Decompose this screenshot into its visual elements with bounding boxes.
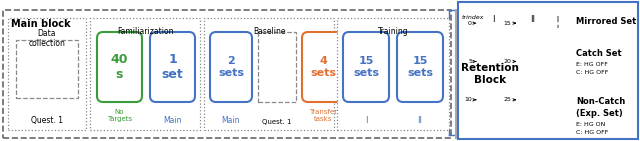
Bar (337, 18, 449, 130)
Text: Catch Set: Catch Set (576, 49, 621, 59)
Text: 15: 15 (503, 21, 511, 26)
FancyBboxPatch shape (97, 32, 142, 102)
FancyBboxPatch shape (210, 32, 252, 102)
Text: No
Targets: No Targets (107, 109, 132, 122)
Bar (520, 81, 534, 88)
Text: I: I (492, 15, 494, 24)
Bar (8, 18, 86, 130)
Bar (520, 66, 534, 72)
Bar (480, 43, 494, 49)
Text: Mirrored Set: Mirrored Set (576, 17, 636, 27)
FancyBboxPatch shape (150, 32, 195, 102)
Text: Main: Main (163, 116, 182, 125)
Text: C: HG OFF: C: HG OFF (576, 129, 609, 135)
Text: 20: 20 (503, 59, 511, 64)
Text: 0: 0 (468, 21, 472, 26)
Text: trindex: trindex (462, 15, 484, 20)
Text: 40
s: 40 s (111, 53, 128, 81)
Text: Data
collection: Data collection (29, 29, 65, 48)
Bar (90, 18, 200, 130)
Bar (456, 10, 524, 138)
Bar (480, 120, 494, 126)
Bar (518, 66, 536, 95)
Bar (480, 74, 494, 80)
Text: Transfer
tasks: Transfer tasks (309, 109, 337, 122)
Text: Non-Catch: Non-Catch (576, 97, 625, 106)
Bar (553, 96, 566, 109)
FancyBboxPatch shape (397, 32, 443, 102)
Bar (480, 58, 494, 65)
Text: 15
sets: 15 sets (353, 56, 379, 78)
Text: (Exp. Set): (Exp. Set) (576, 109, 623, 117)
Bar (458, 2, 638, 139)
Text: Training: Training (378, 27, 408, 36)
Bar (520, 89, 534, 95)
Bar (480, 97, 494, 103)
Text: Familiarization: Familiarization (116, 27, 173, 36)
Bar (520, 28, 534, 34)
Bar (480, 51, 494, 57)
Bar (518, 104, 536, 134)
Text: Baseline: Baseline (253, 27, 285, 36)
Bar (520, 112, 534, 118)
Text: Retention
Block: Retention Block (461, 63, 519, 85)
Text: II: II (531, 15, 536, 24)
Bar (478, 28, 496, 57)
Bar (520, 97, 534, 103)
Bar (520, 20, 534, 26)
Bar (520, 35, 534, 42)
Text: 4
sets: 4 sets (310, 56, 336, 78)
Text: Main: Main (221, 116, 240, 125)
Text: Quest. 1: Quest. 1 (31, 116, 63, 125)
Text: C: HG OFF: C: HG OFF (576, 70, 609, 75)
Bar (520, 74, 534, 80)
Text: 10: 10 (464, 97, 472, 102)
Text: 1
set: 1 set (162, 53, 184, 81)
Text: Main block: Main block (11, 19, 70, 29)
Bar (480, 20, 494, 26)
FancyBboxPatch shape (302, 32, 344, 102)
Bar (480, 89, 494, 95)
Bar (258, 32, 296, 102)
Bar (520, 127, 534, 134)
Text: 25: 25 (503, 97, 511, 102)
Text: 15
sets: 15 sets (407, 56, 433, 78)
Bar (480, 66, 494, 72)
Bar (520, 43, 534, 49)
Text: Quest. 1: Quest. 1 (262, 119, 292, 125)
Bar (480, 127, 494, 134)
Bar (204, 18, 334, 130)
FancyBboxPatch shape (343, 32, 389, 102)
Bar (480, 28, 494, 34)
Text: E: HG OFF: E: HG OFF (576, 62, 608, 68)
Bar (518, 28, 536, 57)
Bar (553, 48, 566, 61)
Bar (478, 104, 496, 134)
Bar (480, 81, 494, 88)
Bar (480, 104, 494, 111)
Text: 2
sets: 2 sets (218, 56, 244, 78)
Text: I: I (365, 116, 367, 125)
Bar (480, 35, 494, 42)
Bar (3, 10, 451, 138)
Bar (520, 104, 534, 111)
Bar (16, 40, 78, 98)
Text: II: II (417, 116, 422, 125)
Text: 5: 5 (468, 59, 472, 64)
Bar (478, 66, 496, 95)
Text: E: HG ON: E: HG ON (576, 122, 605, 126)
Bar (520, 120, 534, 126)
Bar (520, 51, 534, 57)
Bar (480, 112, 494, 118)
Bar (520, 58, 534, 65)
